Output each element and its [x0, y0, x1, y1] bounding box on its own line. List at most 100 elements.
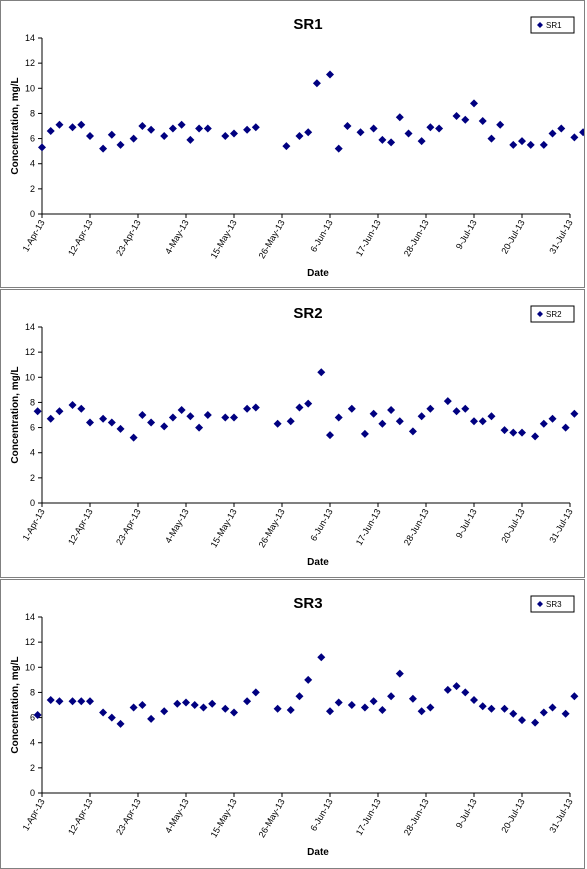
y-tick-label: 14 — [25, 322, 35, 332]
data-point — [147, 418, 156, 427]
data-point — [500, 426, 509, 435]
x-tick-label: 20-Jul-13 — [499, 797, 526, 835]
data-point — [435, 124, 444, 133]
data-point — [38, 143, 46, 152]
data-point — [55, 697, 64, 706]
data-point — [129, 433, 138, 442]
data-point — [77, 120, 86, 129]
data-point — [518, 716, 526, 725]
data-point — [526, 140, 535, 149]
x-tick-label: 1-Apr-13 — [21, 797, 47, 832]
x-tick-label: 17-Jun-13 — [354, 218, 383, 258]
data-point — [369, 409, 378, 418]
data-point — [395, 669, 404, 678]
data-point — [251, 123, 260, 132]
y-tick-label: 12 — [25, 347, 35, 357]
data-point — [387, 405, 396, 414]
data-point — [478, 116, 487, 125]
y-tick-label: 12 — [25, 58, 35, 68]
data-point — [509, 140, 518, 149]
data-point — [251, 403, 260, 412]
x-tick-label: 31-Jul-13 — [547, 218, 574, 256]
legend: SR1 — [530, 16, 575, 34]
data-point — [160, 707, 169, 716]
data-point — [378, 706, 387, 715]
x-tick-label: 15-May-13 — [209, 797, 239, 839]
data-point — [347, 404, 356, 413]
data-point — [461, 115, 470, 124]
data-point — [326, 707, 334, 716]
data-point — [177, 405, 186, 414]
y-tick-label: 8 — [30, 108, 35, 118]
x-tick-label: 17-Jun-13 — [354, 507, 383, 547]
data-point — [470, 695, 478, 704]
data-point — [487, 704, 496, 713]
data-point — [107, 130, 116, 139]
data-point — [478, 702, 487, 711]
data-point — [570, 692, 579, 701]
data-point — [107, 418, 116, 427]
chart-panel-sr2: SR2 0 2 4 6 8 10 12 14 1-Apr-13 12-Apr-13 23-Apr-13… — [0, 289, 585, 578]
data-point — [55, 407, 64, 416]
data-point — [570, 409, 579, 418]
y-tick-label: 6 — [30, 423, 35, 433]
x-tick-label: 4-May-13 — [163, 797, 191, 835]
legend-marker — [537, 311, 543, 317]
data-point — [99, 144, 108, 153]
data-point — [86, 418, 94, 427]
x-tick-label: 9-Jul-13 — [454, 507, 479, 540]
data-point — [251, 688, 260, 697]
legend-box — [530, 305, 575, 323]
data-point — [138, 411, 147, 419]
data-point — [443, 397, 452, 406]
data-point — [168, 413, 177, 422]
data-point — [86, 132, 94, 141]
data-point — [160, 132, 169, 141]
y-axis-label: Concentration, mg/L — [10, 366, 21, 463]
data-point — [304, 128, 313, 137]
data-point — [387, 138, 396, 147]
x-axis-label: Date — [307, 557, 329, 568]
data-point — [548, 129, 557, 138]
data-point — [33, 711, 42, 720]
data-point — [326, 431, 334, 440]
y-tick-label: 0 — [30, 788, 35, 798]
y-tick-label: 0 — [30, 209, 35, 219]
data-point — [116, 140, 125, 149]
data-point — [452, 407, 461, 416]
data-point — [116, 424, 125, 433]
x-tick-label: 9-Jul-13 — [454, 218, 479, 251]
data-point — [230, 708, 238, 717]
legend-marker — [537, 601, 543, 607]
data-point — [304, 675, 313, 684]
data-point — [317, 653, 326, 662]
data-point — [557, 124, 566, 133]
y-tick-label: 2 — [30, 473, 35, 483]
x-tick-label: 12-Apr-13 — [66, 797, 95, 837]
legend: SR3 — [530, 595, 575, 613]
legend-label: SR1 — [546, 21, 562, 30]
data-point — [273, 704, 282, 713]
data-point — [295, 692, 304, 701]
data-point — [356, 128, 365, 137]
x-tick-label: 12-Apr-13 — [66, 218, 95, 258]
x-tick-label: 23-Apr-13 — [114, 797, 143, 837]
data-point — [116, 719, 125, 728]
y-tick-label: 2 — [30, 184, 35, 194]
data-point — [452, 111, 461, 120]
data-point — [243, 125, 252, 134]
data-point — [426, 404, 435, 413]
data-point — [343, 122, 352, 130]
data-point — [539, 419, 548, 428]
y-tick-label: 14 — [25, 33, 35, 43]
data-point — [461, 688, 470, 697]
legend: SR2 — [530, 305, 575, 323]
data-point — [334, 413, 343, 422]
chart-svg: SR1 0 2 4 6 8 10 12 14 1-Apr-13 12-Apr-13 23-Apr-13… — [10, 16, 584, 279]
data-point — [129, 703, 138, 712]
data-point — [173, 699, 182, 708]
chart-title: SR3 — [293, 595, 322, 612]
y-tick-label: 10 — [25, 372, 35, 382]
data-point — [286, 706, 295, 715]
x-tick-label: 20-Jul-13 — [499, 218, 526, 256]
